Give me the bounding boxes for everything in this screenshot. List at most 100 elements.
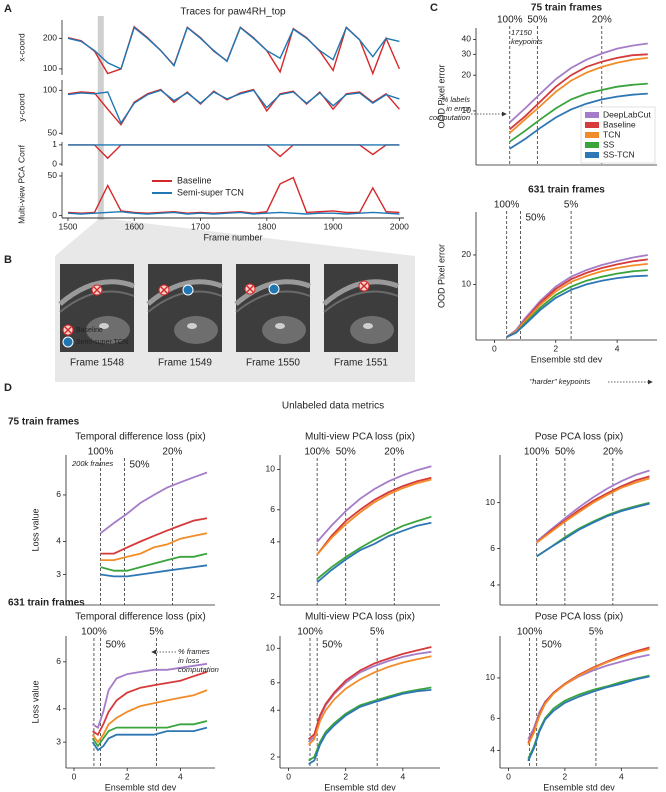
reference-label: 50%: [322, 640, 342, 651]
y-axis-label: Multi-view PCA: [16, 166, 26, 224]
y-tick-label: 30: [462, 49, 472, 59]
reference-label: 100%: [88, 447, 114, 458]
reference-label: 50%: [525, 213, 545, 224]
series-line: [91, 726, 208, 752]
x-tick-label: 2000: [390, 221, 409, 231]
x-axis-label: Ensemble std dev: [531, 354, 603, 364]
reference-label: 20%: [162, 447, 182, 458]
legend-label: SS: [603, 139, 615, 149]
series-line: [316, 465, 432, 543]
series-line: [91, 720, 208, 748]
series-line: [509, 82, 648, 143]
y-axis-label: y-coord: [16, 93, 26, 122]
reference-label: 5%: [149, 627, 164, 638]
legend-swatch: [585, 152, 599, 158]
legend-label: DeepLabCut: [603, 109, 651, 119]
reference-label: 5%: [589, 627, 604, 638]
paw: [275, 323, 285, 329]
series-line: [527, 675, 650, 762]
trace-line: [67, 26, 400, 70]
series-line: [509, 92, 648, 150]
x-tick-label: 2: [125, 771, 130, 781]
panel-title: Unlabeled data metrics: [282, 401, 384, 412]
y-axis-label: OOD Pixel error: [436, 244, 446, 308]
y-tick-label: 100: [43, 85, 57, 95]
series-line: [91, 689, 208, 744]
y-tick-label: 4: [56, 703, 61, 713]
annotation: keypoints: [511, 37, 543, 46]
reference-label: 50%: [130, 460, 150, 471]
y-tick-label: 200: [43, 33, 57, 43]
y-tick-label: 4: [490, 579, 495, 589]
series-line: [509, 57, 648, 134]
reference-label: 100%: [297, 627, 323, 638]
highlight-band: [97, 16, 104, 220]
y-tick-label: 6: [56, 656, 61, 666]
panel-label: D: [4, 382, 12, 394]
baseline-marker: [360, 282, 368, 290]
x-tick-label: 4: [615, 343, 620, 353]
series-line: [536, 475, 650, 544]
series-line: [506, 258, 648, 338]
chart-title: Multi-view PCA loss (pix): [305, 432, 415, 443]
x-tick-label: 4: [178, 771, 183, 781]
tcn-marker: [268, 283, 280, 295]
y-tick-label: 4: [270, 704, 275, 714]
series-line: [100, 552, 208, 572]
legend-label: Semi-super TCN: [177, 187, 244, 197]
row-label: 75 train frames: [8, 417, 80, 428]
annotation: in error: [446, 104, 470, 113]
series-line: [506, 274, 648, 338]
x-tick-label: 0: [72, 771, 77, 781]
series-line: [100, 471, 208, 534]
annotation: 200k frames: [71, 459, 114, 468]
x-tick-label: 4: [400, 771, 405, 781]
trace-line: [68, 144, 400, 160]
reference-label: 20%: [384, 447, 404, 458]
trace-line: [67, 25, 401, 76]
legend-label: TCN: [603, 129, 620, 139]
x-tick-label: 1500: [59, 221, 78, 231]
y-tick-label: 4: [270, 536, 275, 546]
y-tick-label: 10: [486, 672, 496, 682]
series-line: [536, 477, 650, 544]
x-tick-label: 1700: [191, 221, 210, 231]
trace-line: [67, 89, 400, 125]
reference-label: 20%: [603, 447, 623, 458]
series-line: [509, 42, 648, 124]
chart-title: Temporal difference loss (pix): [75, 432, 205, 443]
legend-swatch: [585, 122, 599, 128]
y-tick-label: 4: [490, 745, 495, 755]
y-tick-label: 20: [462, 249, 472, 259]
y-tick-label: 2: [270, 591, 275, 601]
x-axis-label: Ensemble std dev: [543, 782, 615, 792]
x-tick-label: 0: [286, 771, 291, 781]
chart-title: Temporal difference loss (pix): [75, 612, 205, 623]
panel-label: A: [4, 3, 12, 15]
x-tick-label: 2: [563, 771, 568, 781]
mouse: [262, 316, 306, 344]
legend-label: Baseline: [603, 119, 636, 129]
chart-title: Traces for paw4RH_top: [180, 7, 286, 18]
series-line: [308, 689, 432, 765]
series-line: [100, 517, 208, 555]
x-axis-label: Ensemble std dev: [105, 782, 177, 792]
arena-edge: [58, 279, 135, 306]
annotation: % labels: [442, 95, 471, 104]
legend-swatch: [585, 142, 599, 148]
series-line: [307, 655, 432, 746]
y-tick-label: 6: [490, 713, 495, 723]
y-axis-label: Loss value: [30, 680, 40, 723]
frame-label: Frame 1551: [334, 358, 388, 369]
frame-label: Frame 1550: [246, 358, 300, 369]
series-line: [100, 532, 208, 561]
tcn-marker: [62, 336, 74, 348]
legend-label: Baseline: [76, 327, 103, 334]
series-line: [527, 648, 650, 745]
series-line: [527, 646, 650, 744]
series-line: [506, 263, 648, 338]
arena-edge: [323, 290, 399, 313]
baseline-marker: [160, 286, 168, 294]
y-tick-label: 1: [52, 139, 57, 149]
annotation: in loss: [178, 656, 200, 665]
